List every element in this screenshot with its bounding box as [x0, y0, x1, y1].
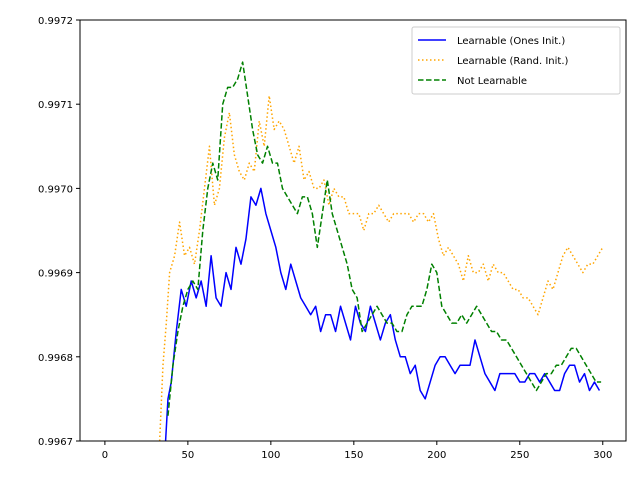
y-tick-label: 0.9967: [38, 437, 73, 448]
x-tick-label: 100: [261, 450, 280, 461]
x-axis: 0 50 100 150 200 250 300: [102, 441, 612, 461]
y-tick-label: 0.9968: [38, 353, 73, 364]
legend-box: [411, 26, 621, 95]
legend-label-not-learnable: Not Learnable: [457, 76, 527, 87]
x-tick-label: 250: [510, 450, 529, 461]
x-tick-label: 150: [344, 450, 363, 461]
series-line-2: [167, 61, 602, 416]
plot-frame: [79, 19, 627, 442]
y-tick-label: 0.9972: [38, 16, 73, 27]
legend: Learnable (Ones Init.) Learnable (Rand. …: [411, 26, 621, 95]
x-tick-label: 50: [182, 450, 195, 461]
x-tick-label: 300: [593, 450, 612, 461]
y-tick-label: 0.9971: [38, 100, 73, 111]
legend-label-rand-init: Learnable (Rand. Init.): [457, 56, 569, 67]
y-tick-label: 0.9970: [38, 184, 73, 195]
series-layer: [158, 61, 604, 441]
series-line-1: [158, 95, 604, 441]
legend-label-ones-init: Learnable (Ones Init.): [457, 36, 565, 47]
y-tick-label: 0.9969: [38, 269, 73, 280]
x-tick-label: 0: [102, 450, 108, 461]
x-tick-label: 200: [427, 450, 446, 461]
series-line-0: [164, 187, 601, 441]
y-axis: 0.9967 0.9968 0.9969 0.9970 0.9971 0.9972: [38, 16, 80, 448]
